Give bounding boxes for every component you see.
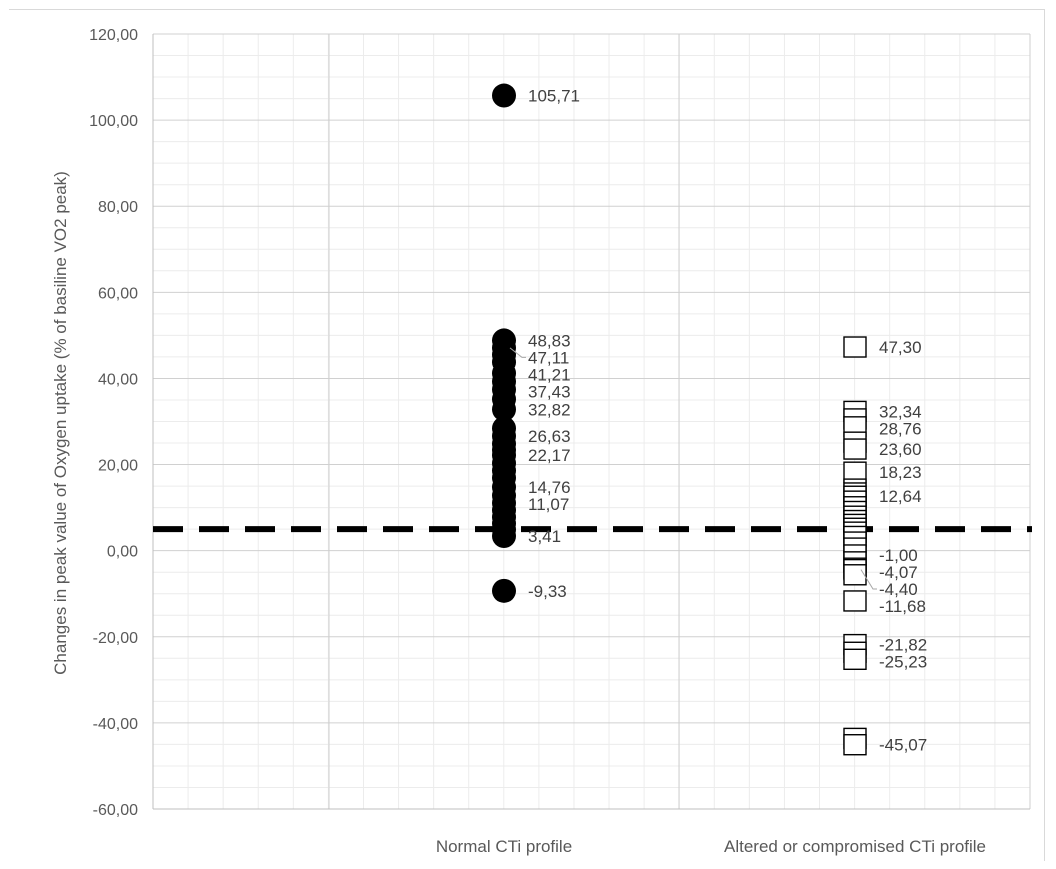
markers [492,83,867,756]
data-label: 18,23 [879,463,922,482]
y-tick-label: 120,00 [89,27,138,44]
y-tick-label: -60,00 [93,802,138,819]
data-label: 3,41 [528,527,561,546]
data-label: 12,64 [879,487,922,506]
data-label: 14,76 [528,478,571,497]
y-tick-label: -20,00 [93,630,138,647]
circle-marker [492,83,516,108]
data-label: 47,30 [879,338,922,357]
y-tick-label: 0,00 [107,544,138,561]
data-label: 28,76 [879,419,922,438]
data-label: 47,11 [528,348,569,367]
y-tick-labels: 120,00 100,00 80,00 60,00 40,00 20,00 0,00 -20,… [89,27,138,819]
circle-marker [492,397,516,422]
circle-marker [492,523,516,548]
leader-line [509,347,526,358]
circle-marker [492,578,516,603]
square-marker [843,438,867,460]
square-marker [843,564,867,586]
data-label: -4,40 [879,580,918,599]
y-axis-label: Changes in peak value of Oxygen uptake (… [51,171,70,675]
axes [152,34,1030,810]
leader-line [860,569,877,590]
data-label: 48,83 [528,331,571,350]
data-label: 22,17 [528,446,571,465]
data-label: -25,23 [879,653,927,672]
data-label: 23,60 [879,440,922,459]
y-tick-label: 40,00 [98,371,138,388]
square-marker [843,734,867,756]
data-label: -11,68 [879,597,926,616]
data-label: 37,43 [528,382,571,401]
x-category-label: Normal CTi profile [436,837,572,856]
data-label: -21,82 [879,636,927,655]
data-label: 11,07 [528,495,569,514]
square-marker [843,648,867,670]
category-labels: Normal CTi profile Altered or compromised… [436,837,986,856]
y-tick-label: -40,00 [93,716,138,733]
data-label: -9,33 [528,582,567,601]
data-label: 32,82 [528,400,571,419]
data-label: -1,00 [879,546,918,565]
minor-gridlines [153,34,1030,809]
data-label: 26,63 [528,427,571,446]
data-label: -4,07 [879,563,918,582]
y-tick-label: 80,00 [98,199,138,216]
data-label: 32,34 [879,402,922,421]
data-label: -45,07 [879,736,927,755]
chart-frame [9,9,1045,861]
y-tick-label: 60,00 [98,285,138,302]
square-marker [843,590,867,612]
y-tick-label: 20,00 [98,458,138,475]
square-marker [843,336,867,358]
data-label: 105,71 [528,87,580,106]
y-tick-label: 100,00 [89,113,138,130]
data-label: 41,21 [528,365,571,384]
x-category-label: Altered or compromised CTi profile [724,837,986,856]
